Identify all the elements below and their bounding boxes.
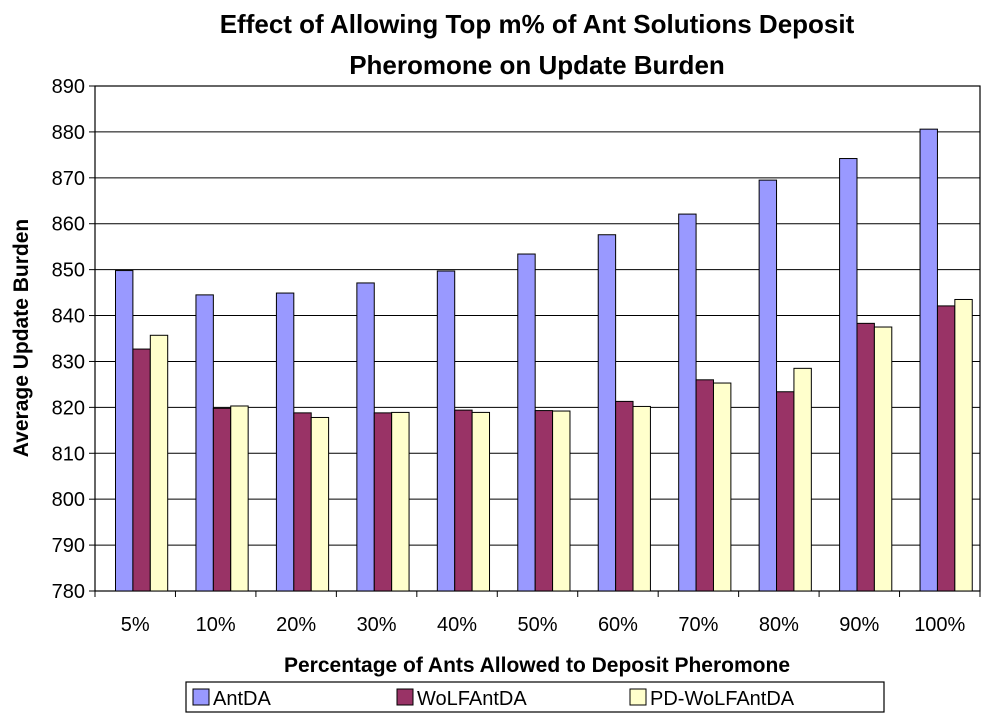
bar-pd-wolfantda-70pct <box>712 382 732 592</box>
x-tick-label: 40% <box>437 614 477 636</box>
bar-antda-100pct <box>919 128 938 592</box>
bar-wolfantda-60pct <box>615 400 634 592</box>
x-tick-label: 50% <box>517 614 557 636</box>
bar-wolfantda-40pct <box>454 409 473 592</box>
chart-title-line-1: Effect of Allowing Top m% of Ant Solutio… <box>220 9 855 39</box>
y-tick-label: 830 <box>52 351 85 373</box>
bar-pd-wolfantda-100pct <box>954 298 973 592</box>
legend-label-pd-wolfantda: PD-WoLFAntDA <box>650 688 795 710</box>
y-axis-ticks: 780 790 800 810 820 830 840 850 860 870 880 890 <box>52 76 95 603</box>
y-tick-label: 870 <box>52 168 85 190</box>
bar-pd-wolfantda-40pct <box>471 411 491 592</box>
bar-pd-wolfantda-5pct <box>149 334 169 592</box>
bar-wolfantda-50pct <box>534 410 554 592</box>
y-tick-label: 820 <box>52 397 85 419</box>
legend-label-wolfantda: WoLFAntDA <box>417 688 527 710</box>
x-tick-label: 90% <box>839 614 879 636</box>
y-tick-label: 810 <box>52 443 85 465</box>
bar-wolfantda-20pct <box>293 412 312 592</box>
x-tick-label: 20% <box>276 614 316 636</box>
bar-wolfantda-90pct <box>856 322 875 592</box>
bar-wolfantda-30pct <box>373 412 393 592</box>
x-axis-ticks: 5% 10% 20% 30% 40% 50% 60% 70% 80% 90% 100% <box>94 591 981 636</box>
x-tick-label: 30% <box>357 614 397 636</box>
bar-wolfantda-80pct <box>776 391 795 592</box>
bar-pd-wolfantda-30pct <box>391 411 410 592</box>
legend-box <box>185 681 885 713</box>
legend: AntDA WoLFAntDA PD-WoLFAntDA <box>185 681 885 713</box>
bar-antda-90pct <box>839 158 858 592</box>
legend-label-antda: AntDA <box>213 688 271 710</box>
bar-wolfantda-10pct <box>212 407 232 592</box>
bar-antda-60pct <box>597 234 617 592</box>
x-tick-label: 60% <box>598 614 638 636</box>
bar-pd-wolfantda-60pct <box>632 405 651 592</box>
bar-pd-wolfantda-80pct <box>793 367 812 592</box>
legend-swatch-pd-wolfantda <box>629 688 647 706</box>
bar-antda-5pct <box>115 270 134 592</box>
bar-antda-70pct <box>678 213 697 592</box>
y-tick-label: 790 <box>52 535 85 557</box>
bar-antda-30pct <box>356 282 375 592</box>
x-tick-label: 100% <box>914 614 965 636</box>
bar-antda-20pct <box>275 292 295 592</box>
y-tick-label: 880 <box>52 122 85 144</box>
legend-swatch-wolfantda <box>396 688 414 706</box>
bar-antda-10pct <box>195 294 214 592</box>
bar-antda-40pct <box>436 270 456 592</box>
bar-wolfantda-70pct <box>695 379 714 592</box>
y-tick-label: 890 <box>52 76 85 98</box>
y-tick-label: 850 <box>52 260 85 282</box>
x-tick-label: 70% <box>678 614 718 636</box>
bar-pd-wolfantda-10pct <box>230 405 249 592</box>
bar-wolfantda-100pct <box>936 305 956 592</box>
x-tick-label: 5% <box>121 614 150 636</box>
x-tick-label: 10% <box>196 614 236 636</box>
y-tick-label: 800 <box>52 489 85 511</box>
y-tick-label: 860 <box>52 214 85 236</box>
bar-antda-50pct <box>517 253 536 592</box>
bars <box>115 128 973 592</box>
bar-pd-wolfantda-90pct <box>873 326 893 592</box>
chart-title-line-2: Pheromone on Update Burden <box>349 50 725 80</box>
bar-pd-wolfantda-50pct <box>552 410 571 592</box>
y-tick-label: 840 <box>52 306 85 328</box>
y-tick-label: 780 <box>52 581 85 603</box>
legend-swatch-antda <box>192 688 210 706</box>
x-axis-label: Percentage of Ants Allowed to Deposit Ph… <box>284 654 790 677</box>
bar-antda-80pct <box>758 179 778 592</box>
bar-pd-wolfantda-20pct <box>310 416 330 592</box>
x-tick-label: 80% <box>759 614 799 636</box>
bar-wolfantda-5pct <box>132 348 151 592</box>
y-axis-label: Average Update Burden <box>10 219 33 457</box>
